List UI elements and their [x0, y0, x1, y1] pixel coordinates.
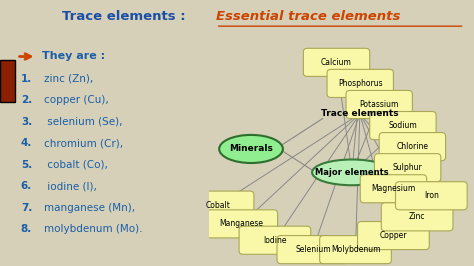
- FancyBboxPatch shape: [395, 182, 467, 210]
- Text: Major elements: Major elements: [315, 168, 389, 177]
- Text: Molybdenum: Molybdenum: [331, 245, 380, 254]
- Text: Manganese: Manganese: [220, 219, 264, 228]
- FancyBboxPatch shape: [327, 69, 393, 97]
- Text: selenium (Se),: selenium (Se),: [44, 117, 122, 127]
- Text: Sulphur: Sulphur: [393, 163, 422, 172]
- Text: Sodium: Sodium: [389, 121, 417, 130]
- Text: Essential trace elements: Essential trace elements: [216, 10, 400, 23]
- Text: iodine (I),: iodine (I),: [44, 181, 97, 192]
- Text: copper (Cu),: copper (Cu),: [44, 95, 109, 105]
- FancyBboxPatch shape: [0, 60, 15, 102]
- Text: Cobalt: Cobalt: [206, 201, 230, 210]
- Text: 8.: 8.: [21, 225, 32, 235]
- Text: Selenium: Selenium: [295, 245, 331, 254]
- Text: cobalt (Co),: cobalt (Co),: [44, 160, 108, 170]
- Text: Copper: Copper: [380, 231, 407, 240]
- Text: zinc (Zn),: zinc (Zn),: [44, 74, 93, 84]
- FancyBboxPatch shape: [319, 236, 392, 264]
- FancyBboxPatch shape: [379, 132, 446, 161]
- FancyBboxPatch shape: [182, 191, 254, 219]
- Text: 5.: 5.: [21, 160, 32, 170]
- FancyBboxPatch shape: [206, 210, 278, 238]
- Text: Chlorine: Chlorine: [396, 142, 428, 151]
- FancyBboxPatch shape: [303, 48, 370, 76]
- Ellipse shape: [219, 135, 283, 163]
- Text: Calcium: Calcium: [321, 58, 352, 67]
- Text: manganese (Mn),: manganese (Mn),: [44, 203, 135, 213]
- FancyBboxPatch shape: [277, 236, 349, 264]
- Text: 2.: 2.: [21, 95, 32, 105]
- Text: Minerals: Minerals: [229, 144, 273, 153]
- Text: 4.: 4.: [21, 138, 32, 148]
- Text: Magnesium: Magnesium: [371, 184, 416, 193]
- Text: Potassium: Potassium: [359, 100, 399, 109]
- Text: 1.: 1.: [21, 74, 32, 84]
- FancyBboxPatch shape: [370, 111, 436, 140]
- Text: Zinc: Zinc: [409, 212, 425, 221]
- Ellipse shape: [312, 160, 392, 185]
- Text: 3.: 3.: [21, 117, 32, 127]
- FancyBboxPatch shape: [360, 175, 427, 203]
- Text: Iron: Iron: [424, 191, 439, 200]
- Text: 6.: 6.: [21, 181, 32, 192]
- Text: chromium (Cr),: chromium (Cr),: [44, 138, 123, 148]
- FancyBboxPatch shape: [374, 154, 441, 182]
- Text: Iodine: Iodine: [263, 236, 287, 245]
- Text: Phosphorus: Phosphorus: [338, 79, 383, 88]
- FancyBboxPatch shape: [239, 226, 311, 254]
- FancyBboxPatch shape: [381, 203, 453, 231]
- Text: Trace elements :: Trace elements :: [62, 10, 190, 23]
- FancyBboxPatch shape: [357, 222, 429, 250]
- Text: They are :: They are :: [42, 52, 105, 61]
- Text: molybdenum (Mo).: molybdenum (Mo).: [44, 225, 142, 235]
- FancyBboxPatch shape: [346, 90, 412, 119]
- Text: 7.: 7.: [21, 203, 32, 213]
- Text: Trace elements: Trace elements: [321, 109, 399, 118]
